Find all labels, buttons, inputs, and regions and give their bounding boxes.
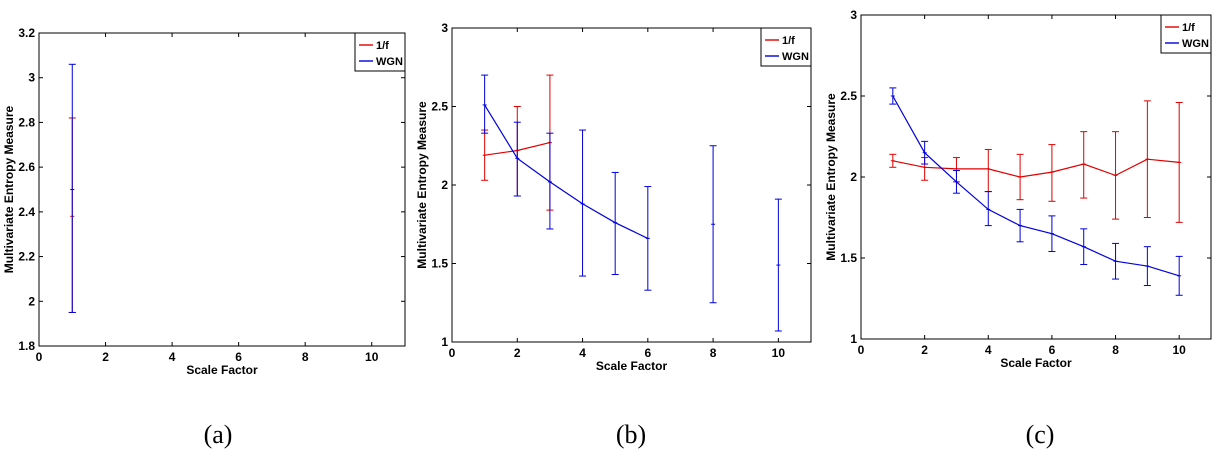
chart-panel-b: 0 2 4 6 8 10 1 1.5 2 2.5 3 Scale Factor Multivariate… <box>415 21 812 449</box>
x-tick-label: 0 <box>858 343 865 357</box>
legend-label: 1/f <box>1182 22 1195 34</box>
x-tick-label: 2 <box>102 350 109 364</box>
x-tick-label: 4 <box>579 346 586 360</box>
y-tick-label: 1.8 <box>18 339 35 353</box>
y-axis-label: Multivariate Entropy Measure <box>824 93 838 261</box>
y-tick-label: 1 <box>850 332 857 346</box>
x-tick-label: 10 <box>1173 343 1187 357</box>
legend-label: WGN <box>376 56 403 68</box>
legend: 1/f WGN <box>760 27 812 67</box>
y-axis-label: Multivariate Entropy Measure <box>415 101 429 269</box>
x-tick-label: 8 <box>1112 343 1119 357</box>
data-area <box>481 74 782 332</box>
legend: 1/f WGN <box>1160 14 1212 54</box>
x-tick-label: 10 <box>772 346 786 360</box>
y-tick-label: 2.4 <box>18 205 35 219</box>
y-tick-label: 3.2 <box>18 26 35 40</box>
x-tick-label: 4 <box>169 350 176 364</box>
y-tick-label: 2.2 <box>18 250 35 264</box>
x-axis-label: Scale Factor <box>596 359 668 373</box>
series-line <box>892 95 1180 277</box>
y-tick-label: 3 <box>441 21 448 35</box>
legend-label: 1/f <box>376 40 389 52</box>
x-tick-label: 6 <box>644 346 651 360</box>
y-tick-label: 2.5 <box>431 100 448 114</box>
legend-box <box>354 32 406 72</box>
x-tick-label: 2 <box>921 343 928 357</box>
y-tick-label: 2.5 <box>840 89 857 103</box>
x-tick-label: 8 <box>302 350 309 364</box>
legend: 1/f WGN <box>354 32 406 72</box>
panel-caption: (c) <box>1026 420 1055 449</box>
x-tick-label: 2 <box>514 346 521 360</box>
data-area <box>68 63 76 313</box>
panel-caption: (a) <box>204 420 233 449</box>
legend-label: WGN <box>782 51 809 63</box>
x-tick-label: 4 <box>985 343 992 357</box>
y-tick-label: 3 <box>850 8 857 22</box>
legend-label: 1/f <box>782 35 795 47</box>
series-line <box>484 104 649 239</box>
y-tick-label: 1.5 <box>840 251 857 265</box>
series-wgn <box>889 87 1183 296</box>
y-tick-label: 2 <box>28 294 35 308</box>
plot-frame <box>451 27 812 343</box>
legend-label: WGN <box>1182 38 1209 50</box>
y-tick-label: 2 <box>850 170 857 184</box>
y-tick-label: 2.8 <box>18 115 35 129</box>
series-wgn <box>709 145 782 332</box>
x-tick-label: 10 <box>365 350 379 364</box>
y-tick-label: 2 <box>441 178 448 192</box>
chart-panel-a: 0 2 4 6 8 10 1.8 2 2.2 2.4 2.6 2.8 3 3.2 Scale Factor M… <box>2 26 406 449</box>
y-tick-label: 3 <box>28 71 35 85</box>
y-tick-label: 1.5 <box>431 257 448 271</box>
series-wgn <box>481 74 652 291</box>
legend-box <box>1160 14 1212 54</box>
y-axis-label: Multivariate Entropy Measure <box>2 105 16 273</box>
panel-caption: (b) <box>616 420 646 449</box>
series-1f <box>889 100 1183 223</box>
y-tick-label: 1 <box>441 335 448 349</box>
data-area <box>889 87 1183 296</box>
plot-frame <box>860 14 1212 340</box>
x-tick-label: 0 <box>36 350 43 364</box>
plot-frame <box>38 32 406 347</box>
x-tick-label: 0 <box>449 346 456 360</box>
series-line <box>892 158 1180 178</box>
series-wgn <box>68 63 76 313</box>
x-tick-label: 6 <box>1049 343 1056 357</box>
y-tick-label: 2.6 <box>18 160 35 174</box>
x-axis-label: Scale Factor <box>186 363 258 377</box>
legend-box <box>760 27 812 67</box>
x-tick-label: 8 <box>710 346 717 360</box>
x-axis-label: Scale Factor <box>1000 356 1072 370</box>
chart-panel-c: 0 2 4 6 8 10 1 1.5 2 2.5 3 Scale Factor Multivariate… <box>824 8 1212 449</box>
x-tick-label: 6 <box>235 350 242 364</box>
